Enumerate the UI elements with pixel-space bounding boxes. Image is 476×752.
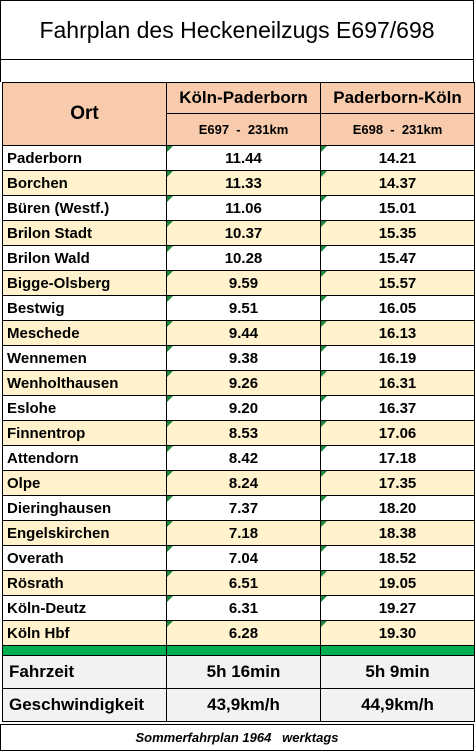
stop-place: Köln Hbf: [2, 620, 167, 646]
stop-time-e697: 9.38: [166, 345, 321, 371]
stop-time-e698: 16.05: [320, 295, 475, 321]
table-row: Attendorn 8.42 17.18: [2, 445, 475, 471]
stop-place: Meschede: [2, 320, 167, 346]
stop-time-e697: 8.42: [166, 445, 321, 471]
table-row: Wennemen 9.38 16.19: [2, 345, 475, 371]
speed-row: Geschwindigkeit 43,9km/h 44,9km/h: [2, 688, 475, 722]
stop-time-e697: 11.33: [166, 170, 321, 196]
spacer-row: [0, 60, 474, 82]
header-train-e698: E698 - 231km: [320, 113, 475, 146]
stop-time-e698: 18.38: [320, 520, 475, 546]
stop-place: Wennemen: [2, 345, 167, 371]
table-row: Rösrath 6.51 19.05: [2, 570, 475, 596]
stop-time-e697: 11.06: [166, 195, 321, 221]
footer-note: Sommerfahrplan 1964 werktags: [0, 724, 474, 751]
duration-label: Fahrzeit: [2, 655, 167, 689]
speed-label: Geschwindigkeit: [2, 688, 167, 722]
stop-time-e698: 18.20: [320, 495, 475, 521]
table-row: Engelskirchen 7.18 18.38: [2, 520, 475, 546]
header-train-e697: E697 - 231km: [166, 113, 321, 146]
stop-time-e697: 7.04: [166, 545, 321, 571]
stop-time-e697: 9.51: [166, 295, 321, 321]
stop-time-e697: 10.37: [166, 220, 321, 246]
duration-e698: 5h 9min: [320, 655, 475, 689]
stop-place: Wenholthausen: [2, 370, 167, 396]
speed-e697: 43,9km/h: [166, 688, 321, 722]
stop-time-e698: 17.06: [320, 420, 475, 446]
stop-time-e697: 7.37: [166, 495, 321, 521]
stop-place: Büren (Westf.): [2, 195, 167, 221]
stop-time-e697: 9.20: [166, 395, 321, 421]
stop-time-e698: 16.37: [320, 395, 475, 421]
stop-place: Brilon Wald: [2, 245, 167, 271]
table-row: Brilon Wald 10.28 15.47: [2, 245, 475, 271]
stop-place: Dieringhausen: [2, 495, 167, 521]
stop-place: Brilon Stadt: [2, 220, 167, 246]
stop-place: Rösrath: [2, 570, 167, 596]
stop-time-e697: 6.28: [166, 620, 321, 646]
stop-time-e698: 16.31: [320, 370, 475, 396]
stop-time-e697: 6.31: [166, 595, 321, 621]
table-row: Borchen 11.33 14.37: [2, 170, 475, 196]
table-row: Finnentrop 8.53 17.06: [2, 420, 475, 446]
stop-time-e697: 8.53: [166, 420, 321, 446]
stop-time-e697: 7.18: [166, 520, 321, 546]
stop-time-e698: 19.30: [320, 620, 475, 646]
stop-place: Köln-Deutz: [2, 595, 167, 621]
stop-time-e698: 16.19: [320, 345, 475, 371]
stop-place: Engelskirchen: [2, 520, 167, 546]
stop-time-e698: 15.35: [320, 220, 475, 246]
page-title: Fahrplan des Heckeneilzugs E697/698: [0, 0, 474, 60]
stop-place: Eslohe: [2, 395, 167, 421]
stop-time-e697: 9.59: [166, 270, 321, 296]
stop-time-e697: 11.44: [166, 145, 321, 171]
table-row: Dieringhausen 7.37 18.20: [2, 495, 475, 521]
stop-time-e698: 15.01: [320, 195, 475, 221]
stop-place: Bestwig: [2, 295, 167, 321]
stop-time-e698: 17.35: [320, 470, 475, 496]
header-direction-koeln-paderborn: Köln-Paderborn: [166, 82, 321, 114]
stop-time-e698: 15.57: [320, 270, 475, 296]
table-row: Bigge-Olsberg 9.59 15.57: [2, 270, 475, 296]
table-row: Meschede 9.44 16.13: [2, 320, 475, 346]
stops-body: Paderborn 11.44 14.21 Borchen 11.33 14.37 Büre…: [2, 145, 475, 646]
stop-place: Finnentrop: [2, 420, 167, 446]
table-row: Overath 7.04 18.52: [2, 545, 475, 571]
table-row: Köln-Deutz 6.31 19.27: [2, 595, 475, 621]
stop-time-e698: 15.47: [320, 245, 475, 271]
stop-place: Overath: [2, 545, 167, 571]
stop-time-e698: 19.05: [320, 570, 475, 596]
stop-time-e698: 14.21: [320, 145, 475, 171]
stop-place: Olpe: [2, 470, 167, 496]
table-row: Büren (Westf.) 11.06 15.01: [2, 195, 475, 221]
table-row: Bestwig 9.51 16.05: [2, 295, 475, 321]
stop-time-e698: 17.18: [320, 445, 475, 471]
stop-time-e697: 9.44: [166, 320, 321, 346]
stop-time-e698: 18.52: [320, 545, 475, 571]
table-row: Wenholthausen 9.26 16.31: [2, 370, 475, 396]
table-row: Paderborn 11.44 14.21: [2, 145, 475, 171]
stop-time-e697: 6.51: [166, 570, 321, 596]
speed-e698: 44,9km/h: [320, 688, 475, 722]
table-row: Köln Hbf 6.28 19.30: [2, 620, 475, 646]
stop-time-e698: 16.13: [320, 320, 475, 346]
divider-row: [2, 645, 475, 656]
header-direction-paderborn-koeln: Paderborn-Köln: [320, 82, 475, 114]
table-row: Olpe 8.24 17.35: [2, 470, 475, 496]
stop-place: Bigge-Olsberg: [2, 270, 167, 296]
stop-time-e698: 19.27: [320, 595, 475, 621]
stop-place: Paderborn: [2, 145, 167, 171]
stop-time-e697: 8.24: [166, 470, 321, 496]
duration-row: Fahrzeit 5h 16min 5h 9min: [2, 655, 475, 689]
stop-time-e698: 14.37: [320, 170, 475, 196]
duration-e697: 5h 16min: [166, 655, 321, 689]
stop-place: Borchen: [2, 170, 167, 196]
stop-time-e697: 10.28: [166, 245, 321, 271]
table-row: Eslohe 9.20 16.37: [2, 395, 475, 421]
schedule-table: Ort Köln-Paderborn Paderborn-Köln E697 -…: [2, 82, 475, 722]
stop-time-e697: 9.26: [166, 370, 321, 396]
table-row: Brilon Stadt 10.37 15.35: [2, 220, 475, 246]
stop-place: Attendorn: [2, 445, 167, 471]
header-place: Ort: [2, 82, 167, 146]
